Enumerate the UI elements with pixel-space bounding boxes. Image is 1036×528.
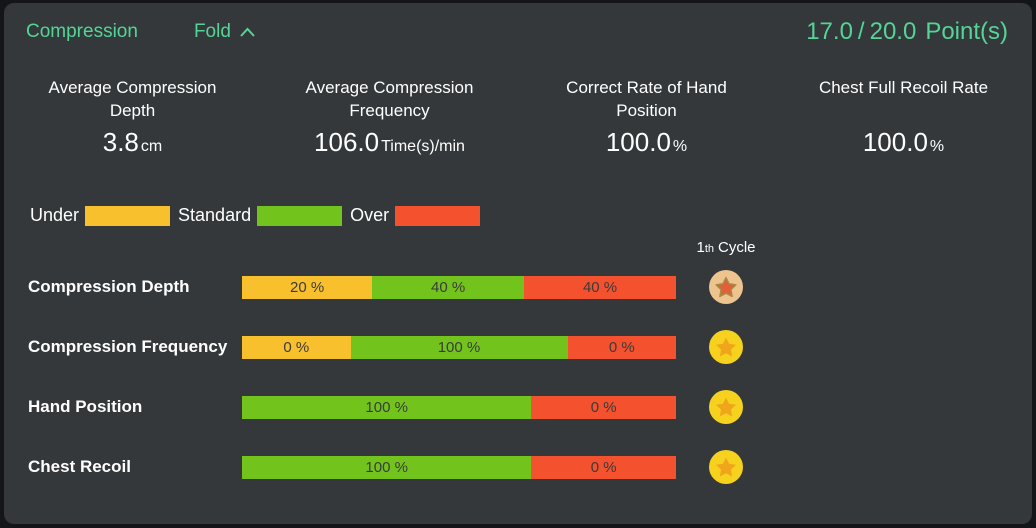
panel-title: Compression: [26, 21, 138, 42]
metric-row: Chest Recoil 100 % 0 %: [4, 450, 1032, 484]
cycle-number: 1: [696, 238, 705, 256]
stat-block: Correct Rate of Hand Position 100.0%: [518, 76, 775, 158]
score-divider: /: [857, 18, 865, 45]
bar-segment-over: 0 %: [567, 335, 676, 359]
stat-value: 106.0 Time(s)/min: [261, 127, 518, 158]
stat-block: Chest Full Recoil Rate 100.0%: [775, 76, 1032, 158]
medal-star-icon: [709, 390, 743, 424]
stat-unit: cm: [140, 138, 163, 155]
fold-button-label: Fold: [193, 21, 231, 42]
stacked-bar: 20 % 40 % 40 %: [242, 275, 677, 299]
medal-cell: [676, 450, 776, 484]
metric-row-label: Compression Frequency: [28, 337, 228, 356]
bar-legend: Under Standard Over: [30, 205, 1032, 226]
stacked-bar: 0 % 100 % 0 %: [242, 335, 676, 359]
stacked-bar: 100 % 0 %: [242, 455, 676, 479]
stat-number: 106.0: [314, 127, 380, 157]
stat-number: 100.0: [862, 127, 928, 157]
stat-block: Average Compression Frequency 106.0 Time(…: [261, 76, 518, 158]
stat-label: Correct Rate of Hand Position: [566, 78, 727, 120]
stat-label: Average Compression Depth: [48, 78, 217, 120]
panel-header: Compression Fold 17.0 / 20.0 Point(s): [4, 3, 1032, 46]
stat-unit: Time(s)/min: [381, 138, 465, 155]
bar-segment-standard: 100 %: [242, 395, 532, 419]
metric-row-label: Chest Recoil: [28, 457, 131, 476]
medal-cell: [676, 330, 776, 364]
stat-label: Chest Full Recoil Rate: [818, 78, 989, 97]
stat-unit: %: [929, 138, 945, 155]
bar-segment-under: 20 %: [242, 275, 373, 299]
stat-number: 100.0: [605, 127, 671, 157]
bar-segment-standard: 40 %: [372, 275, 525, 299]
stat-number: 3.8: [102, 127, 139, 157]
stat-unit: %: [672, 138, 688, 155]
metric-rows: Compression Depth 20 % 40 % 40 % Compressi…: [4, 270, 1032, 484]
metric-row: Compression Frequency 0 % 100 % 0 %: [4, 330, 1032, 364]
medal-cell: [676, 270, 776, 304]
metric-row-label: Compression Depth: [28, 277, 190, 296]
score-display: 17.0 / 20.0 Point(s): [806, 18, 1008, 46]
score-total: 20.0: [869, 18, 917, 45]
fold-button[interactable]: Fold: [194, 21, 256, 43]
score-value: 17.0: [806, 18, 853, 45]
metric-row: Compression Depth 20 % 40 % 40 %: [4, 270, 1032, 304]
cycle-word: Cycle: [718, 238, 756, 256]
cycle-ordinal-suffix: th: [704, 242, 714, 255]
metric-row: Hand Position 100 % 0 %: [4, 390, 1032, 424]
score-unit: Point(s): [925, 18, 1008, 45]
bar-segment-over: 0 %: [531, 395, 676, 419]
legend-label: Standard: [178, 205, 252, 225]
legend-swatch: [395, 205, 481, 226]
legend-swatch: [257, 205, 343, 226]
compression-results-panel: Compression Fold 17.0 / 20.0 Point(s) Av…: [4, 3, 1032, 524]
metric-row-label: Hand Position: [28, 397, 143, 416]
stat-value: 3.8 cm: [4, 127, 261, 158]
stat-block: Average Compression Depth 3.8 cm: [4, 76, 261, 158]
legend-swatch: [85, 205, 171, 226]
bar-segment-over: 0 %: [531, 455, 676, 479]
chevron-up-icon: [240, 27, 255, 37]
bar-segment-under: 0 %: [242, 335, 351, 359]
bar-segment-over: 40 %: [524, 275, 677, 299]
medal-star-icon: [709, 450, 743, 484]
stacked-bar: 100 % 0 %: [242, 395, 676, 419]
medal-star-icon: [709, 330, 743, 364]
cycle-header-row: 1th Cycle: [4, 238, 1032, 256]
legend-label: Under: [30, 205, 80, 225]
bar-segment-standard: 100 %: [242, 455, 532, 479]
medal-star-icon: [709, 270, 743, 304]
bar-segment-standard: 100 %: [350, 335, 568, 359]
stat-value: 100.0%: [775, 127, 1032, 158]
legend-label: Over: [350, 205, 390, 225]
cycle-chart: 1th Cycle Compression Depth 20 % 40 % 40 % …: [4, 238, 1032, 484]
medal-cell: [676, 390, 776, 424]
stat-label: Average Compression Frequency: [305, 78, 474, 120]
cycle-header: 1th Cycle: [676, 239, 776, 256]
stats-row: Average Compression Depth 3.8 cm Average …: [4, 76, 1032, 158]
stat-value: 100.0%: [518, 127, 775, 158]
